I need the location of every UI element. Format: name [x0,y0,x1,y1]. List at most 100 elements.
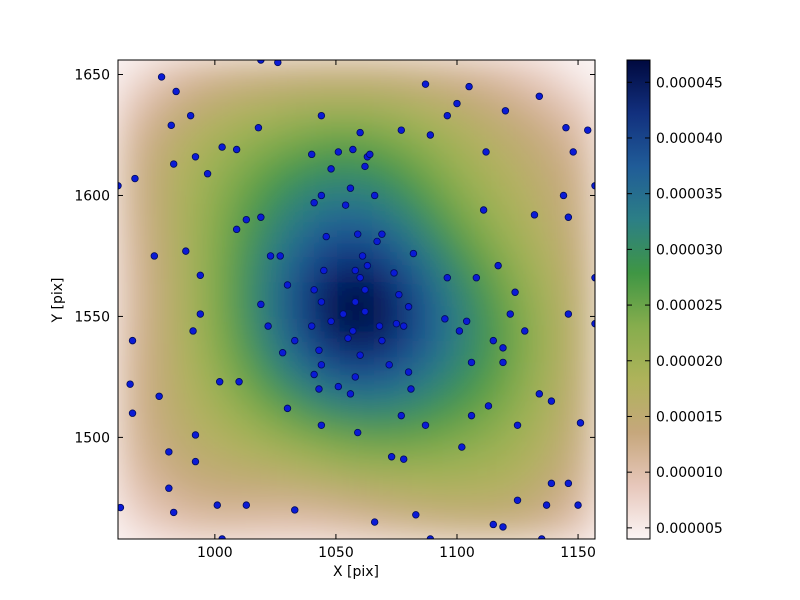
data-point [494,261,502,270]
x-tick-label: 1000 [197,545,233,561]
heatmap-cell [118,429,141,453]
colorbar: 0.000005 0.000010 0.000015 0.000020 0.000025… [626,59,723,540]
heatmap-cell [528,516,553,539]
heatmap-cell [572,363,595,388]
heatmap-cell [550,189,575,214]
heatmap-cell [290,342,315,366]
data-point [213,501,221,509]
heatmap-cell [203,124,228,149]
heatmap-cell [312,276,336,301]
heatmap-cell [312,363,336,388]
heatmap-cell [377,385,401,410]
heatmap-cell [528,102,553,127]
heatmap-cell [485,211,510,236]
heatmap-cell [290,233,315,257]
data-point [308,150,316,159]
data-point [317,191,326,200]
colorbar-tick-label: 0.000005 [656,521,723,537]
heatmap-cell [203,342,228,366]
heatmap-cell [160,385,185,410]
data-point [327,317,335,325]
heatmap-cell [138,298,163,323]
heatmap-cell [377,102,401,127]
heatmap-cell [550,494,575,519]
heatmap-cell [312,60,336,83]
heatmap-cell [572,189,595,214]
heatmap-cell [225,254,250,279]
data-point [426,535,435,539]
heatmap-cell [268,385,293,410]
heatmap-cell [420,516,445,539]
heatmap-cell [398,298,423,323]
heatmap-cell [442,167,466,192]
heatmap-cell [268,298,293,323]
heatmap-cell [182,516,206,539]
data-point [191,457,200,466]
data-point [501,107,510,115]
heatmap-cell [355,124,380,149]
heatmap-cell [203,80,228,105]
colorbar-frame [626,59,651,540]
heatmap-cell [355,407,380,432]
data-point [564,213,573,221]
heatmap-cell [550,385,575,410]
heatmap-cell [268,276,293,301]
heatmap-cell [247,429,271,453]
heatmap-cell [182,298,206,323]
data-point [232,225,241,234]
data-point [150,252,159,260]
heatmap-cell [377,189,401,214]
data-point [499,344,507,352]
data-point [186,111,195,120]
heatmap-cell [572,516,595,539]
heatmap-cell [160,124,185,149]
data-point [242,215,251,224]
heatmap-cell [203,60,228,83]
data-point [576,419,585,427]
heatmap-cell [463,494,488,519]
heatmap-cell [355,167,380,192]
heatmap-cell [333,211,358,236]
heatmap-cell [442,298,466,323]
heatmap-cell [138,254,163,279]
data-point [310,199,318,207]
heatmap-cell [247,385,271,410]
heatmap-cell [203,385,228,410]
heatmap-cell [160,429,185,453]
heatmap-cell [355,233,380,257]
heatmap-cell [507,429,531,453]
heatmap-cell [420,102,445,127]
heatmap-cell [572,429,595,453]
data-point [354,230,362,238]
heatmap-cell [572,254,595,279]
heatmap-cell [377,516,401,539]
data-point [455,327,464,335]
data-point [499,523,507,531]
data-point [443,111,451,120]
heatmap-cell [572,298,595,323]
heatmap-cell [290,516,315,539]
heatmap-cell [268,516,293,539]
heatmap-cell [138,124,163,149]
heatmap-cell [420,342,445,366]
heatmap-cell [377,211,401,236]
heatmap-cell [398,80,423,105]
data-point [196,310,205,318]
heatmap-cell [355,472,380,497]
heatmap-cell [247,80,271,105]
heatmap-cell [355,102,380,127]
heatmap-cell [333,516,358,539]
heatmap-cell [377,233,401,257]
data-point [317,421,326,429]
heatmap-cell [290,407,315,432]
data-point [315,385,323,393]
data-point [334,382,343,391]
heatmap-cell [333,124,358,149]
data-point [344,334,352,342]
heatmap-cell [507,320,531,345]
heatmap-cell [118,407,141,432]
heatmap-cell [442,233,466,257]
scatter-points [118,60,595,539]
heatmap-cell [203,102,228,127]
heatmap-cell [333,233,358,257]
